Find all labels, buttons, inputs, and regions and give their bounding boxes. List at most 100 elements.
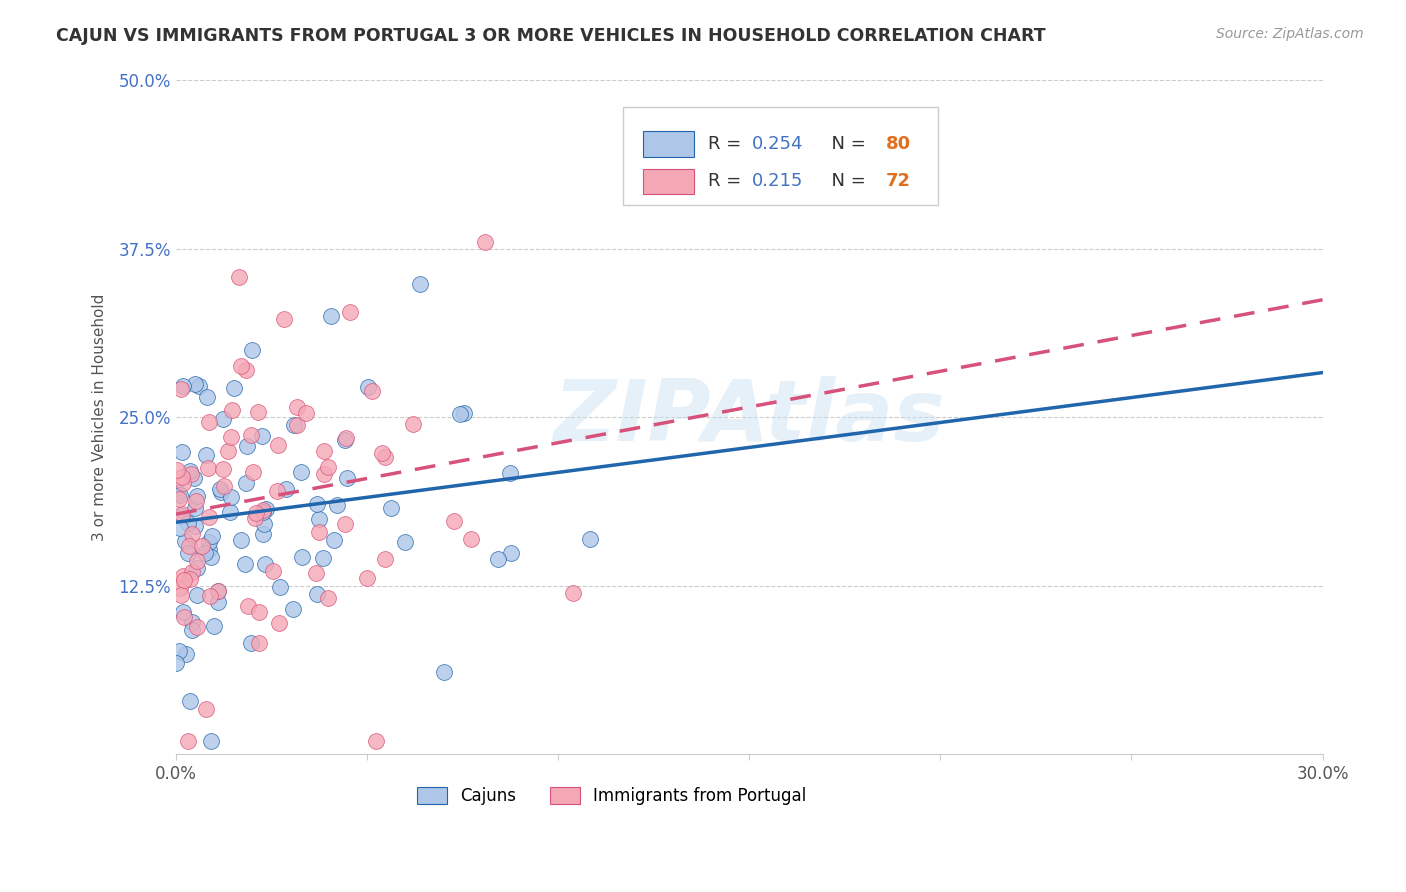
Point	[176, 546, 198, 560]
Point	[217, 444, 239, 458]
Text: 80: 80	[886, 135, 911, 153]
Point	[361, 384, 384, 398]
Point	[474, 235, 496, 249]
Text: ZIPAtlas: ZIPAtlas	[554, 376, 945, 458]
Point	[184, 377, 207, 392]
Point	[169, 488, 191, 502]
Point	[209, 484, 232, 499]
Point	[172, 475, 194, 490]
Point	[167, 485, 190, 500]
Point	[207, 595, 229, 609]
Point	[183, 471, 205, 485]
Point	[198, 590, 221, 604]
Point	[370, 445, 392, 459]
Point	[181, 527, 204, 541]
Point	[304, 566, 326, 580]
Point	[231, 533, 253, 547]
Point	[562, 586, 585, 600]
Point	[319, 310, 342, 324]
Point	[166, 463, 188, 477]
Text: Source: ZipAtlas.com: Source: ZipAtlas.com	[1216, 27, 1364, 41]
Point	[179, 465, 201, 479]
Point	[201, 529, 224, 543]
Point	[238, 599, 260, 614]
Point	[186, 489, 208, 503]
Point	[172, 379, 194, 393]
Point	[186, 588, 208, 602]
Point	[198, 416, 221, 430]
Point	[322, 533, 344, 548]
Point	[499, 466, 522, 480]
Point	[285, 400, 308, 414]
Point	[229, 359, 252, 374]
Point	[181, 615, 204, 629]
Point	[291, 549, 314, 564]
Point	[221, 490, 243, 504]
Point	[180, 565, 202, 579]
Point	[307, 497, 329, 511]
Point	[247, 636, 270, 650]
Point	[254, 558, 277, 572]
Point	[239, 636, 262, 650]
Point	[240, 428, 263, 442]
Point	[167, 492, 190, 507]
Point	[267, 616, 290, 631]
Point	[186, 561, 208, 575]
Point	[174, 648, 197, 662]
Point	[224, 381, 246, 395]
Point	[499, 546, 522, 560]
Point	[486, 552, 509, 566]
Point	[202, 618, 225, 632]
Point	[177, 733, 200, 747]
Point	[212, 412, 235, 426]
Point	[312, 551, 335, 566]
Point	[198, 534, 221, 549]
Point	[253, 516, 276, 531]
Point	[366, 733, 388, 747]
Point	[402, 417, 425, 431]
Point	[179, 693, 201, 707]
Point	[336, 471, 359, 485]
FancyBboxPatch shape	[643, 169, 695, 194]
Point	[433, 665, 456, 679]
Point	[219, 430, 242, 444]
Point	[221, 403, 243, 417]
Point	[172, 606, 194, 620]
Point	[283, 602, 305, 616]
Point	[177, 516, 200, 531]
Point	[179, 540, 201, 554]
Point	[169, 643, 191, 657]
Text: 72: 72	[886, 172, 911, 190]
Point	[179, 572, 201, 586]
Point	[197, 390, 219, 404]
Point	[240, 343, 263, 358]
Point	[245, 506, 267, 520]
Point	[380, 501, 402, 516]
Point	[316, 459, 339, 474]
Point	[187, 379, 209, 393]
Point	[252, 503, 274, 517]
Text: 0.215: 0.215	[752, 172, 803, 190]
Point	[197, 460, 219, 475]
Point	[374, 552, 396, 566]
Point	[184, 519, 207, 533]
Point	[170, 382, 193, 396]
Point	[170, 588, 193, 602]
Point	[195, 702, 218, 716]
Point	[274, 482, 297, 496]
Point	[173, 610, 195, 624]
Point	[193, 546, 215, 560]
Point	[453, 406, 475, 420]
Point	[254, 501, 277, 516]
Point	[312, 467, 335, 481]
Point	[443, 514, 465, 528]
Point	[173, 573, 195, 587]
Y-axis label: 3 or more Vehicles in Household: 3 or more Vehicles in Household	[93, 293, 107, 541]
Text: N =: N =	[820, 172, 872, 190]
Point	[172, 569, 194, 583]
Point	[326, 498, 349, 512]
FancyBboxPatch shape	[643, 131, 695, 157]
Point	[356, 571, 378, 585]
Point	[207, 583, 229, 598]
Point	[308, 512, 330, 526]
